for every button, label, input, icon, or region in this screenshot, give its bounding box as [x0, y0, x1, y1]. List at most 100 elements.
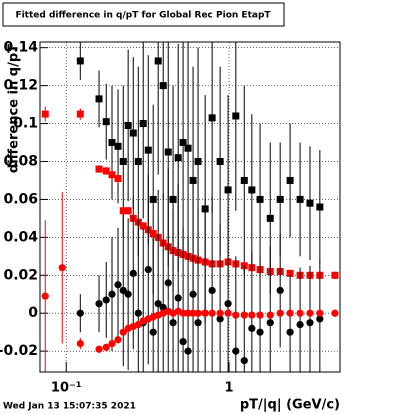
marker-square: [108, 139, 116, 147]
marker-circle: [119, 328, 127, 336]
y-tick-label: 0.02: [3, 267, 38, 283]
marker-square: [124, 121, 132, 129]
marker-square: [306, 199, 314, 207]
marker-circle: [194, 319, 202, 327]
marker-circle: [256, 328, 264, 336]
marker-circle: [184, 309, 192, 317]
marker-circle: [224, 300, 232, 308]
marker-circle: [144, 265, 152, 274]
marker-square: [144, 146, 152, 154]
marker-circle: [256, 311, 264, 319]
marker-circle: [232, 311, 240, 319]
chart-title: Fitted difference in q/pT for Global Rec…: [15, 11, 271, 21]
marker-circle: [154, 300, 162, 308]
marker-circle: [76, 339, 84, 348]
marker-circle: [164, 279, 172, 287]
marker-circle: [316, 309, 324, 317]
marker-circle: [232, 347, 240, 355]
footer-date: Wed Jan 13 15:07:35 2021: [3, 402, 136, 412]
marker-square: [139, 222, 147, 230]
marker-square: [194, 157, 202, 165]
marker-circle: [41, 292, 49, 300]
x-tick-label: 10⁻¹: [51, 381, 82, 396]
marker-circle: [216, 309, 224, 317]
x-axis-label: pT/|q| (GeV/c): [240, 398, 340, 413]
marker-circle: [296, 320, 304, 329]
y-tick-label: 0.06: [3, 191, 38, 207]
marker-circle: [266, 311, 274, 319]
marker-square: [159, 82, 167, 90]
marker-square: [102, 118, 110, 126]
marker-circle: [129, 269, 137, 277]
marker-circle: [248, 311, 256, 319]
marker-square: [114, 142, 122, 150]
marker-square: [119, 207, 127, 215]
marker-circle: [316, 315, 324, 323]
marker-square: [124, 207, 132, 215]
marker-circle: [266, 319, 274, 327]
plot-frame: [39, 41, 341, 373]
marker-circle: [119, 286, 127, 295]
marker-circle: [276, 286, 284, 295]
marker-circle: [108, 339, 116, 348]
marker-circle: [76, 309, 84, 317]
y-axis-label: difference in q/pT: [7, 44, 22, 173]
marker-circle: [179, 338, 187, 346]
x-tick-label: 1: [225, 381, 234, 396]
marker-square: [76, 110, 84, 118]
marker-circle: [149, 328, 157, 336]
marker-square: [108, 171, 116, 179]
marker-square: [248, 186, 256, 194]
marker-circle: [240, 357, 248, 365]
marker-circle: [102, 343, 110, 351]
marker-square: [266, 214, 274, 222]
marker-square: [169, 195, 177, 203]
marker-circle: [95, 345, 103, 353]
y-tick-label: 0.08: [3, 153, 38, 169]
marker-square: [129, 129, 137, 137]
marker-circle: [276, 309, 284, 317]
marker-square: [216, 157, 224, 165]
marker-circle: [134, 320, 142, 329]
marker-square: [208, 114, 216, 122]
marker-square: [174, 154, 182, 162]
marker-circle: [179, 309, 187, 317]
marker-square: [114, 175, 122, 183]
title-box: [2, 2, 285, 27]
marker-circle: [189, 309, 197, 317]
marker-circle: [189, 290, 197, 298]
marker-square: [184, 144, 192, 152]
y-tick-label: 0.12: [3, 78, 38, 94]
marker-circle: [224, 309, 232, 317]
marker-circle: [194, 309, 202, 317]
marker-circle: [159, 303, 167, 312]
marker-square: [331, 271, 339, 279]
marker-square: [41, 110, 49, 118]
marker-circle: [296, 309, 304, 317]
marker-square: [296, 195, 304, 203]
marker-circle: [216, 315, 224, 323]
marker-square: [316, 203, 324, 211]
marker-circle: [95, 300, 103, 308]
marker-square: [240, 176, 248, 184]
marker-circle: [240, 311, 248, 319]
marker-square: [95, 165, 103, 173]
y-tick-label: -0.02: [0, 343, 38, 359]
marker-circle: [306, 309, 314, 317]
marker-square: [139, 120, 147, 128]
marker-circle: [114, 336, 122, 344]
marker-circle: [201, 309, 209, 317]
marker-circle: [208, 309, 216, 317]
marker-square: [154, 57, 162, 65]
marker-square: [119, 157, 127, 165]
marker-square: [232, 112, 240, 120]
marker-square: [149, 230, 157, 238]
marker-circle: [58, 264, 66, 272]
marker-square: [76, 57, 84, 65]
marker-square: [179, 139, 187, 147]
marker-circle: [102, 296, 110, 304]
marker-square: [276, 195, 284, 203]
marker-circle: [184, 347, 192, 355]
